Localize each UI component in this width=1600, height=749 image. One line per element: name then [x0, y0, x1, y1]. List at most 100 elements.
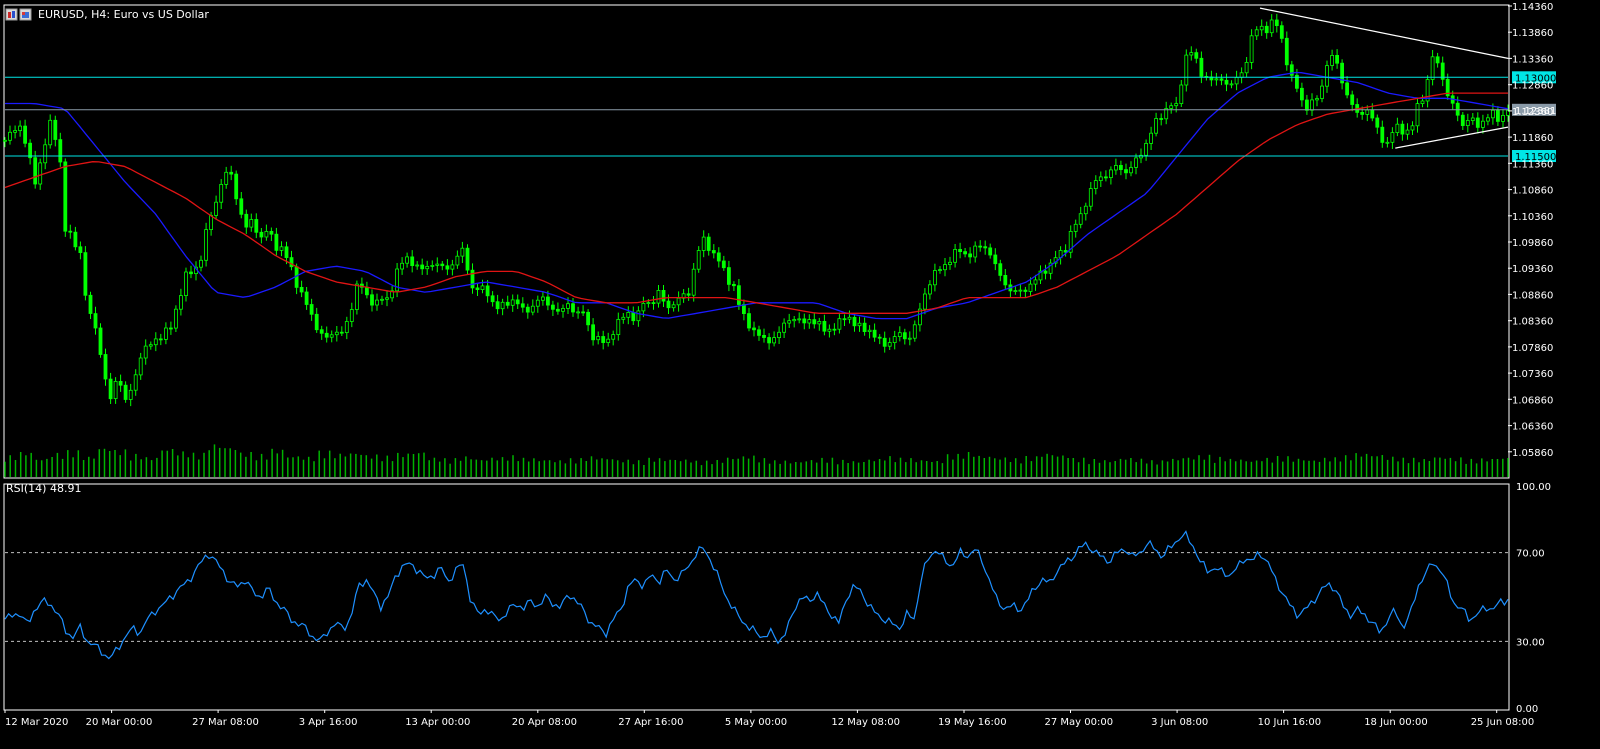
candle	[1109, 166, 1113, 185]
price-tick-label: 1.12360	[1512, 107, 1553, 118]
candle	[123, 381, 128, 403]
candle	[551, 300, 555, 316]
time-tick-label: 3 Jun 08:00	[1151, 717, 1208, 728]
candle	[842, 314, 847, 326]
candle	[530, 299, 535, 316]
price-tick-label: 1.14360	[1512, 2, 1553, 13]
candle	[480, 279, 485, 294]
rsi-tick-label: 30.00	[1516, 637, 1545, 648]
candle	[933, 263, 937, 292]
candle	[953, 244, 957, 268]
candle	[1269, 14, 1274, 37]
candle	[440, 261, 445, 271]
candle	[1320, 79, 1324, 103]
candle	[354, 280, 359, 315]
trendlines[interactable]	[1259, 7, 1509, 149]
trendline[interactable]	[1259, 7, 1509, 59]
candle	[998, 259, 1003, 282]
candle	[581, 305, 585, 316]
candle	[1330, 49, 1334, 71]
candle	[455, 250, 460, 269]
time-tick-label: 27 Mar 08:00	[192, 717, 259, 728]
candle	[887, 337, 892, 350]
candle	[1003, 269, 1008, 290]
candle	[515, 294, 520, 309]
moving-averages	[4, 71, 1509, 320]
candle	[138, 352, 143, 380]
candle	[1033, 274, 1038, 291]
time-tick-label: 10 Jun 16:00	[1258, 717, 1322, 728]
price-level-label: 1.11500	[1512, 150, 1556, 163]
candle	[199, 255, 203, 272]
candle	[385, 291, 389, 307]
candle	[78, 241, 83, 260]
candle	[1028, 277, 1033, 296]
candle	[611, 330, 616, 346]
candle	[561, 304, 565, 318]
candle	[370, 289, 374, 312]
candle	[535, 295, 540, 313]
chart-frames	[3, 4, 1510, 711]
candle	[1249, 29, 1254, 70]
candle	[18, 120, 23, 137]
chart-window-icon[interactable]	[5, 8, 32, 21]
price-tick-label: 1.07360	[1512, 369, 1553, 380]
candle	[651, 296, 656, 310]
candle	[244, 209, 249, 234]
candle	[1465, 113, 1470, 133]
candle	[546, 290, 550, 311]
candle	[948, 256, 952, 270]
trendline[interactable]	[1395, 126, 1509, 149]
rsi-tick-label: 100.00	[1516, 482, 1551, 493]
candle	[269, 227, 274, 241]
candle	[118, 374, 123, 392]
candle	[1189, 46, 1194, 61]
time-tick-label: 12 Mar 2020	[5, 717, 68, 728]
rsi-title: RSI(14) 48.91	[6, 482, 81, 495]
candle	[33, 150, 38, 189]
candle	[711, 244, 716, 259]
candle	[1425, 75, 1430, 108]
candle	[445, 259, 450, 276]
candle	[862, 317, 867, 336]
time-tick-label: 19 May 16:00	[938, 717, 1007, 728]
candle	[1018, 283, 1023, 297]
candle	[732, 281, 736, 291]
candle	[495, 294, 500, 315]
price-tick-label: 1.07860	[1512, 343, 1553, 354]
candle	[334, 326, 339, 342]
candle	[254, 213, 259, 239]
time-tick-label: 5 May 00:00	[725, 717, 787, 728]
candle	[807, 314, 812, 329]
candle	[1234, 70, 1239, 91]
candle	[1093, 175, 1098, 195]
candle	[329, 330, 334, 343]
candle	[178, 288, 183, 316]
price-candles	[3, 13, 1510, 407]
candle	[1375, 114, 1380, 134]
candle	[450, 259, 455, 276]
candle	[1289, 60, 1294, 82]
time-tick-label: 20 Apr 08:00	[512, 717, 577, 728]
candle	[1184, 49, 1189, 92]
candle	[767, 333, 771, 350]
candle	[1445, 73, 1450, 100]
candle	[1114, 158, 1118, 175]
candle	[1400, 120, 1405, 141]
candle	[993, 248, 998, 271]
time-tick-label: 18 Jun 00:00	[1364, 717, 1428, 728]
candle	[3, 137, 7, 148]
horizontal-levels[interactable]: 1.13000 1.12381 1.11500	[5, 71, 1556, 163]
candle	[701, 230, 706, 258]
candle	[797, 312, 802, 324]
candle	[1164, 101, 1169, 125]
candle	[963, 248, 967, 258]
time-tick-label: 13 Apr 00:00	[405, 717, 470, 728]
candle	[153, 332, 158, 352]
candle	[1083, 202, 1088, 221]
candle	[143, 339, 148, 365]
candle	[1134, 153, 1138, 175]
candle	[1239, 67, 1244, 84]
